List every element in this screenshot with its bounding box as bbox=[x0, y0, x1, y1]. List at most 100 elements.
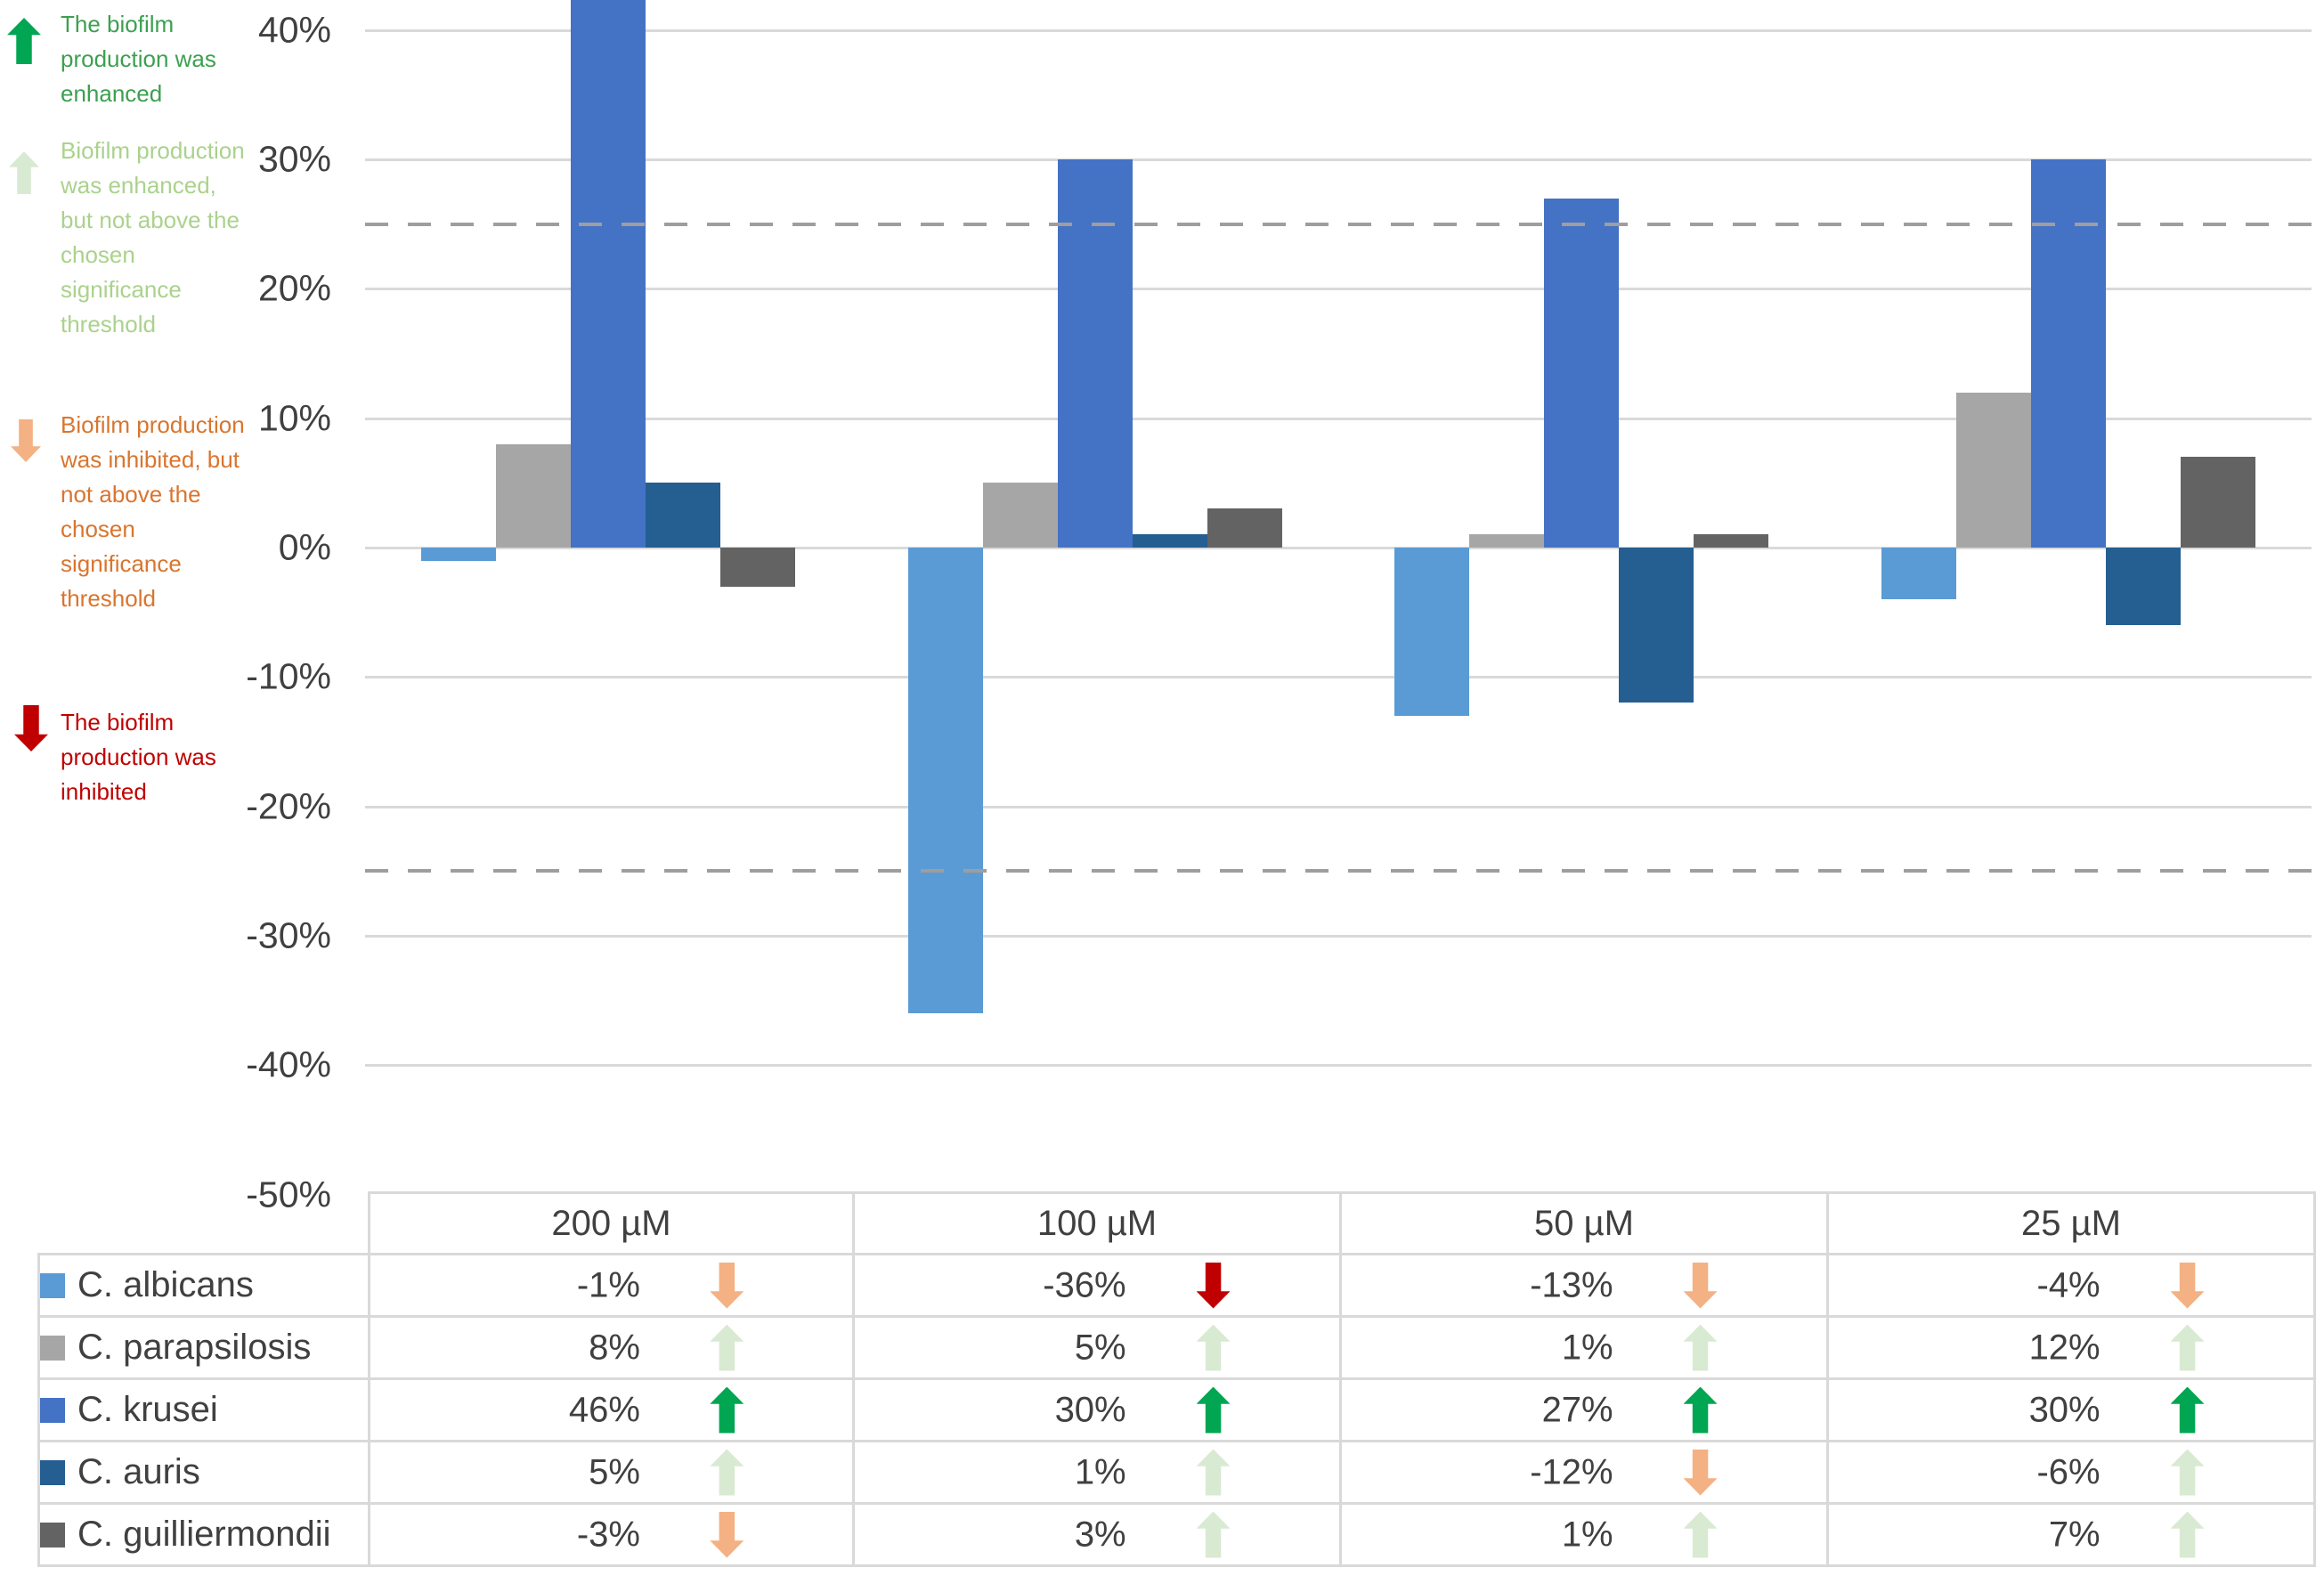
bar-c-auris-25µM bbox=[2105, 548, 2181, 626]
bar-c-auris-50µM bbox=[1619, 548, 1694, 703]
bar-c-parapsilosis-25µM bbox=[1955, 392, 2031, 548]
y-axis-tick-label: -50% bbox=[246, 1174, 331, 1214]
cell-value: 30% bbox=[2028, 1390, 2101, 1429]
bar-c-guilliermondii-100µM bbox=[1207, 508, 1282, 548]
species-inner: C. parapsilosis bbox=[40, 1328, 368, 1368]
y-axis-tick-label: -30% bbox=[246, 914, 331, 956]
bar-c-krusei-25µM bbox=[2030, 159, 2106, 548]
concentration-header: 200 µM bbox=[368, 1191, 855, 1255]
value-cell: 1% bbox=[1339, 1315, 1829, 1380]
y-axis-tick-label: -10% bbox=[246, 655, 331, 697]
value-cell: -13% bbox=[1339, 1253, 1829, 1318]
value-cell: 1% bbox=[852, 1440, 1342, 1505]
concentration-header: 25 µM bbox=[1826, 1191, 2316, 1255]
table-row: C. guilliermondii -3% 3% 1% 7% bbox=[37, 1502, 2316, 1567]
bar-c-parapsilosis-200µM bbox=[496, 443, 572, 548]
value-cell: -12% bbox=[1339, 1440, 1829, 1505]
species-name: C. parapsilosis bbox=[77, 1328, 312, 1367]
pale-green-up-arrow-icon bbox=[1196, 1511, 1231, 1558]
legend-item-label: The biofilm production was enhanced bbox=[61, 11, 216, 107]
cell-value: -36% bbox=[1043, 1265, 1126, 1304]
y-axis-tick-label: 40% bbox=[257, 9, 331, 51]
series-color-key bbox=[40, 1272, 65, 1298]
species-cell: C. parapsilosis bbox=[37, 1315, 370, 1380]
pale-green-up-arrow-icon bbox=[710, 1324, 744, 1371]
threshold-line-lower bbox=[365, 869, 2312, 873]
y-axis-tick-label: -20% bbox=[246, 785, 331, 827]
legend-item-label: Biofilm production was inhibited, but no… bbox=[61, 411, 245, 612]
cell-value: -3% bbox=[576, 1515, 640, 1554]
species-inner: C. guilliermondii bbox=[40, 1515, 368, 1555]
cell-value: -4% bbox=[2036, 1265, 2101, 1304]
cell-value: 1% bbox=[1561, 1515, 1613, 1554]
dark-red-down-arrow-icon bbox=[14, 705, 48, 751]
y-axis-tick-label: -40% bbox=[246, 1044, 331, 1085]
cell-value: 5% bbox=[1074, 1328, 1126, 1367]
y-axis-tick-label: 20% bbox=[257, 267, 331, 309]
pale-green-up-arrow-icon bbox=[2170, 1511, 2205, 1558]
gridline-30 bbox=[365, 158, 2312, 162]
pale-green-up-arrow-icon bbox=[9, 151, 39, 194]
value-cell: -1% bbox=[368, 1253, 855, 1318]
value-cell: 5% bbox=[368, 1440, 855, 1505]
cell-value: 3% bbox=[1074, 1515, 1126, 1554]
table-row: C. krusei 46% 30% 27% 30% bbox=[37, 1377, 2316, 1442]
bar-c-parapsilosis-50µM bbox=[1469, 534, 1545, 548]
species-cell: C. krusei bbox=[37, 1377, 370, 1442]
pale-green-up-arrow-icon bbox=[2170, 1324, 2205, 1371]
cell-value: 27% bbox=[1541, 1390, 1613, 1429]
value-cell: -4% bbox=[1826, 1253, 2316, 1318]
dark-red-down-arrow-icon bbox=[1196, 1262, 1231, 1309]
threshold-line-upper bbox=[365, 222, 2312, 226]
series-color-key bbox=[40, 1397, 65, 1423]
legend-item-label: The biofilm production was inhibited bbox=[61, 709, 216, 805]
series-color-key bbox=[40, 1459, 65, 1485]
pale-green-up-arrow-icon bbox=[2170, 1449, 2205, 1496]
bar-c-guilliermondii-200µM bbox=[720, 548, 796, 587]
cell-value: 1% bbox=[1561, 1328, 1613, 1367]
value-cell: 12% bbox=[1826, 1315, 2316, 1380]
cell-value: 7% bbox=[2048, 1515, 2101, 1554]
y-axis-tick-label: 10% bbox=[257, 397, 331, 439]
gridline-20 bbox=[365, 288, 2312, 291]
pale-orange-down-arrow-icon bbox=[1683, 1449, 1718, 1496]
table-header-row: 200 µM 100 µM 50 µM 25 µM bbox=[39, 1191, 2316, 1255]
value-cell: 30% bbox=[852, 1377, 1342, 1442]
data-table: 200 µM 100 µM 50 µM 25 µM C. albicans -1% -36%… bbox=[37, 1191, 2316, 1567]
value-cell: 8% bbox=[368, 1315, 855, 1380]
table-row: C. parapsilosis 8% 5% 1% 12% bbox=[37, 1315, 2316, 1380]
value-cell: 7% bbox=[1826, 1502, 2316, 1567]
bar-c-auris-100µM bbox=[1132, 534, 1207, 548]
pale-orange-down-arrow-icon bbox=[710, 1511, 744, 1558]
series-color-key bbox=[40, 1335, 65, 1361]
species-name: C. guilliermondii bbox=[77, 1515, 331, 1554]
table-row: C. albicans -1% -36% -13% -4% bbox=[37, 1253, 2316, 1318]
solid-green-up-arrow-icon bbox=[710, 1386, 744, 1434]
pale-orange-down-arrow-icon bbox=[1683, 1262, 1718, 1309]
gridline--30 bbox=[365, 934, 2312, 938]
pale-orange-down-arrow-icon bbox=[11, 419, 41, 462]
value-cell: 1% bbox=[1339, 1502, 1829, 1567]
legend-item-label: Biofilm production was enhanced, but not… bbox=[61, 137, 245, 337]
bar-c-guilliermondii-50µM bbox=[1694, 534, 1769, 548]
species-cell: C. auris bbox=[37, 1440, 370, 1505]
series-color-key bbox=[40, 1522, 65, 1547]
solid-green-up-arrow-icon bbox=[1196, 1386, 1231, 1434]
cell-value: 5% bbox=[589, 1452, 640, 1491]
bar-c-auris-200µM bbox=[646, 483, 721, 548]
cell-value: 1% bbox=[1074, 1452, 1126, 1491]
bar-c-krusei-50µM bbox=[1544, 198, 1620, 548]
value-cell: 3% bbox=[852, 1502, 1342, 1567]
y-axis-tick-label: 30% bbox=[257, 138, 331, 180]
bar-c-albicans-50µM bbox=[1394, 548, 1470, 716]
solid-green-up-arrow-icon bbox=[7, 18, 41, 64]
species-cell: C. albicans bbox=[37, 1253, 370, 1318]
table-corner-blank-cell bbox=[39, 1193, 370, 1255]
species-inner: C. krusei bbox=[40, 1390, 368, 1430]
species-name: C. albicans bbox=[77, 1265, 254, 1304]
value-cell: 46% bbox=[368, 1377, 855, 1442]
y-axis-tick-label: 0% bbox=[278, 526, 331, 568]
cell-value: 30% bbox=[1054, 1390, 1126, 1429]
species-name: C. auris bbox=[77, 1452, 200, 1491]
